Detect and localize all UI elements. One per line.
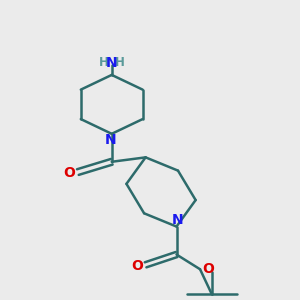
Text: O: O xyxy=(202,262,214,276)
Text: H: H xyxy=(115,56,125,69)
Text: O: O xyxy=(64,166,76,180)
Text: N: N xyxy=(104,133,116,147)
Text: N: N xyxy=(171,213,183,227)
Text: H: H xyxy=(98,56,108,69)
Text: O: O xyxy=(131,259,143,273)
Text: N: N xyxy=(106,56,118,70)
